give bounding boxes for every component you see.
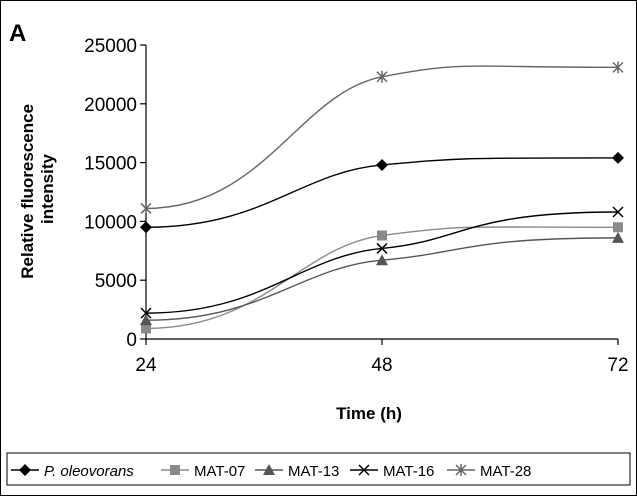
- data-point: [612, 61, 624, 74]
- y-tick-label: 20000: [84, 95, 137, 116]
- data-point: [376, 254, 388, 266]
- y-tick-label: 15000: [84, 154, 137, 175]
- legend-marker: [263, 464, 275, 475]
- data-point: [376, 242, 388, 254]
- data-point: [613, 222, 623, 233]
- y-axis-title-line-1: Relative fluorescence: [18, 104, 37, 279]
- y-tick-label: 10000: [84, 212, 137, 233]
- data-point: [376, 70, 388, 83]
- data-point: [377, 230, 387, 241]
- legend-label: MAT-28: [480, 463, 531, 480]
- series-layer: [140, 61, 624, 334]
- data-point: [140, 307, 152, 319]
- data-point: [140, 314, 152, 326]
- legend-label: P. oleovorans: [44, 463, 134, 480]
- y-axis-title: Relative fluorescence intensity: [18, 99, 57, 279]
- panel-label: A: [9, 20, 26, 47]
- legend-label: MAT-13: [288, 463, 339, 480]
- y-axis-title-line-2: intensity: [38, 154, 57, 224]
- data-point: [140, 221, 152, 234]
- data-point: [141, 323, 151, 334]
- legend-label: MAT-16: [383, 463, 434, 480]
- series-line-mat-28: [145, 65, 619, 210]
- data-point: [612, 206, 624, 218]
- legend-marker: [19, 464, 31, 476]
- x-axis-title: Time (h): [336, 404, 402, 423]
- axes: [140, 44, 619, 345]
- y-tick-label: 5000: [95, 271, 137, 292]
- y-tick-label: 25000: [84, 36, 137, 57]
- legend-marker: [455, 464, 467, 476]
- legend-box: [6, 452, 631, 486]
- y-tick-label: 0: [126, 330, 137, 351]
- data-point: [140, 202, 152, 215]
- legend-marker: [170, 465, 180, 475]
- legend-marker: [358, 464, 370, 476]
- legend-label: MAT-07: [194, 463, 245, 480]
- legend: P. oleovorans MAT-07 MAT-13 MAT-16 MAT-28: [6, 452, 631, 486]
- x-tick-label: 24: [135, 355, 157, 376]
- data-point: [612, 231, 624, 243]
- series-line-mat-13: [145, 237, 619, 321]
- x-tick-label: 48: [371, 355, 392, 376]
- data-point: [376, 158, 388, 171]
- x-tick-label: 72: [607, 355, 628, 376]
- data-point: [612, 151, 624, 164]
- tick-labels: 0 5000 10000 15000 20000 25000 24 48 72: [84, 36, 628, 376]
